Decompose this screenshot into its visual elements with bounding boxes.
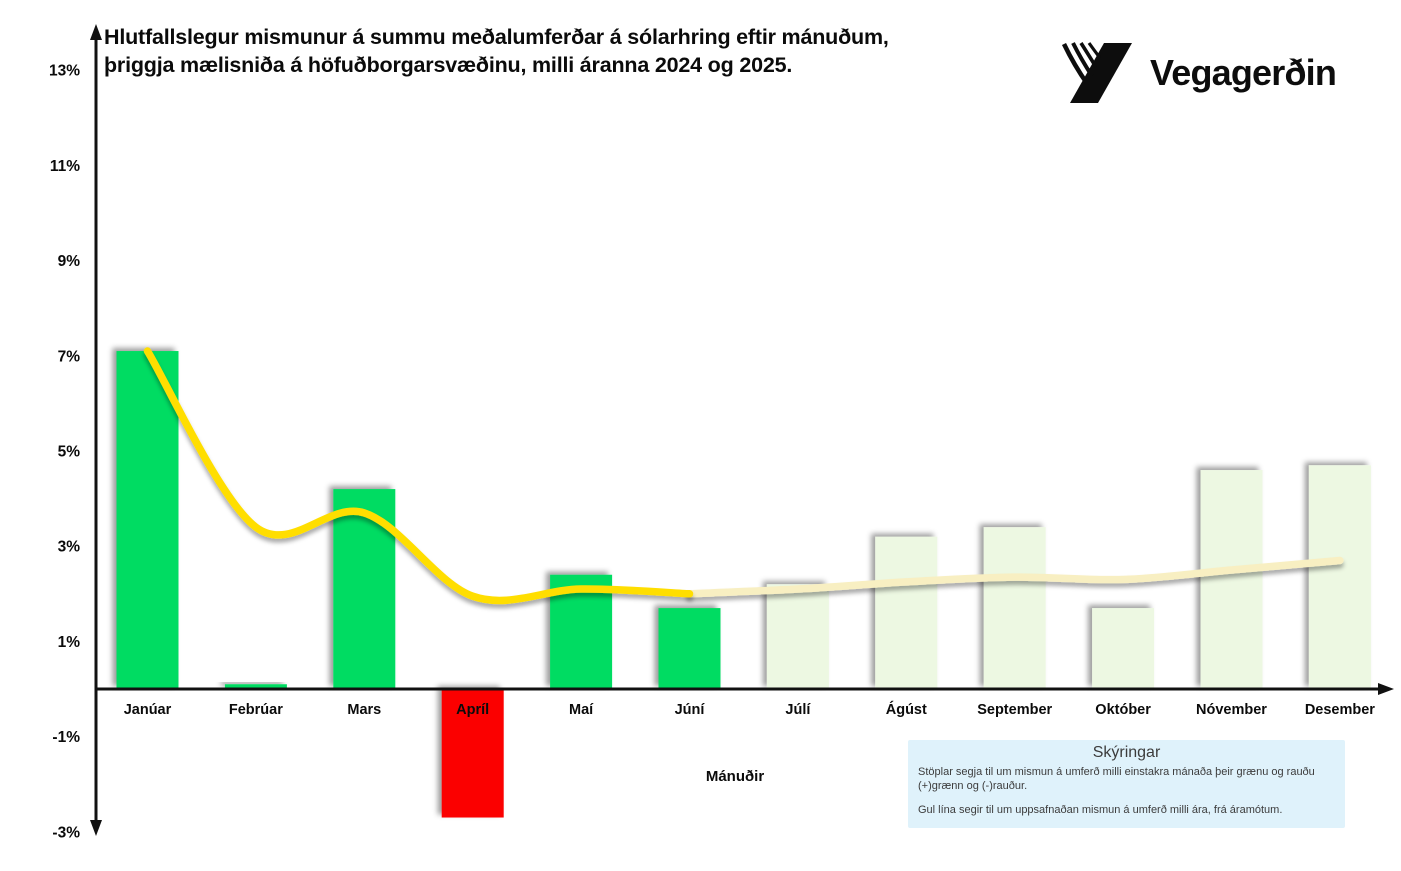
x-tick-november: Nóvember [1196,702,1267,718]
vegagerdin-logo-text: Vegagerðin [1150,52,1337,93]
x-tick-februar: Febrúar [229,702,283,718]
legend-title: Skýringar [1092,744,1161,761]
bar-februar [224,684,287,689]
cumulative-line-forecast-segment [685,556,1344,598]
x-axis-title: Mánuðir [705,768,765,785]
y-tick-13: 13% [49,63,80,80]
y-tick-11: 11% [50,158,80,175]
bar-april [441,689,504,818]
x-tick-mai: Maí [569,702,594,718]
bar-mars [333,489,396,689]
x-tick-juli: Júlí [785,702,811,718]
x-tick-september: September [977,702,1052,718]
y-tick-9: 9% [58,253,81,270]
x-tick-april: Apríl [456,702,489,718]
y-axis-arrow-up [90,24,102,40]
cumulative-line-actual-segment [143,347,694,605]
bar-oktober [1092,608,1155,689]
x-tick-januar: Janúar [124,702,172,718]
bar-januar [116,351,179,689]
y-tick-5: 5% [58,444,81,461]
legend-box: Skýringar Stöplar segja til um mismun á … [908,740,1345,828]
bar-juli [766,584,829,689]
bar-agust [875,536,938,689]
x-tick-mars: Mars [347,702,381,718]
x-tick-oktober: Október [1095,702,1151,718]
y-tick-3: 3% [58,539,81,556]
legend-line-cumulative: Gul lína segir til um uppsafnaðan mismun… [918,803,1283,816]
y-tick-1: 1% [58,634,81,651]
y-axis-arrow-down [90,820,102,836]
vegagerdin-logo-mark-icon [1061,42,1132,103]
y-tick-7: 7% [58,348,81,365]
legend-line-bars: Stöplar segja til um mismun á umferð mil… [918,766,1315,793]
bar-juni [658,608,721,689]
bar-september [983,527,1046,689]
vegagerdin-logo: Vegagerðin [1058,38,1378,108]
y-tick--3: -3% [52,824,80,841]
chart-title: Hlutfallslegur mismunur á summu meðalumf… [104,25,889,77]
x-axis-arrow-right [1378,683,1394,695]
bar-desember [1308,465,1371,689]
y-tick--1: -1% [52,729,80,746]
x-tick-desember: Desember [1305,702,1375,718]
bar-november [1200,470,1263,689]
x-tick-juni: Júní [675,702,706,718]
x-tick-agust: Ágúst [886,701,927,718]
